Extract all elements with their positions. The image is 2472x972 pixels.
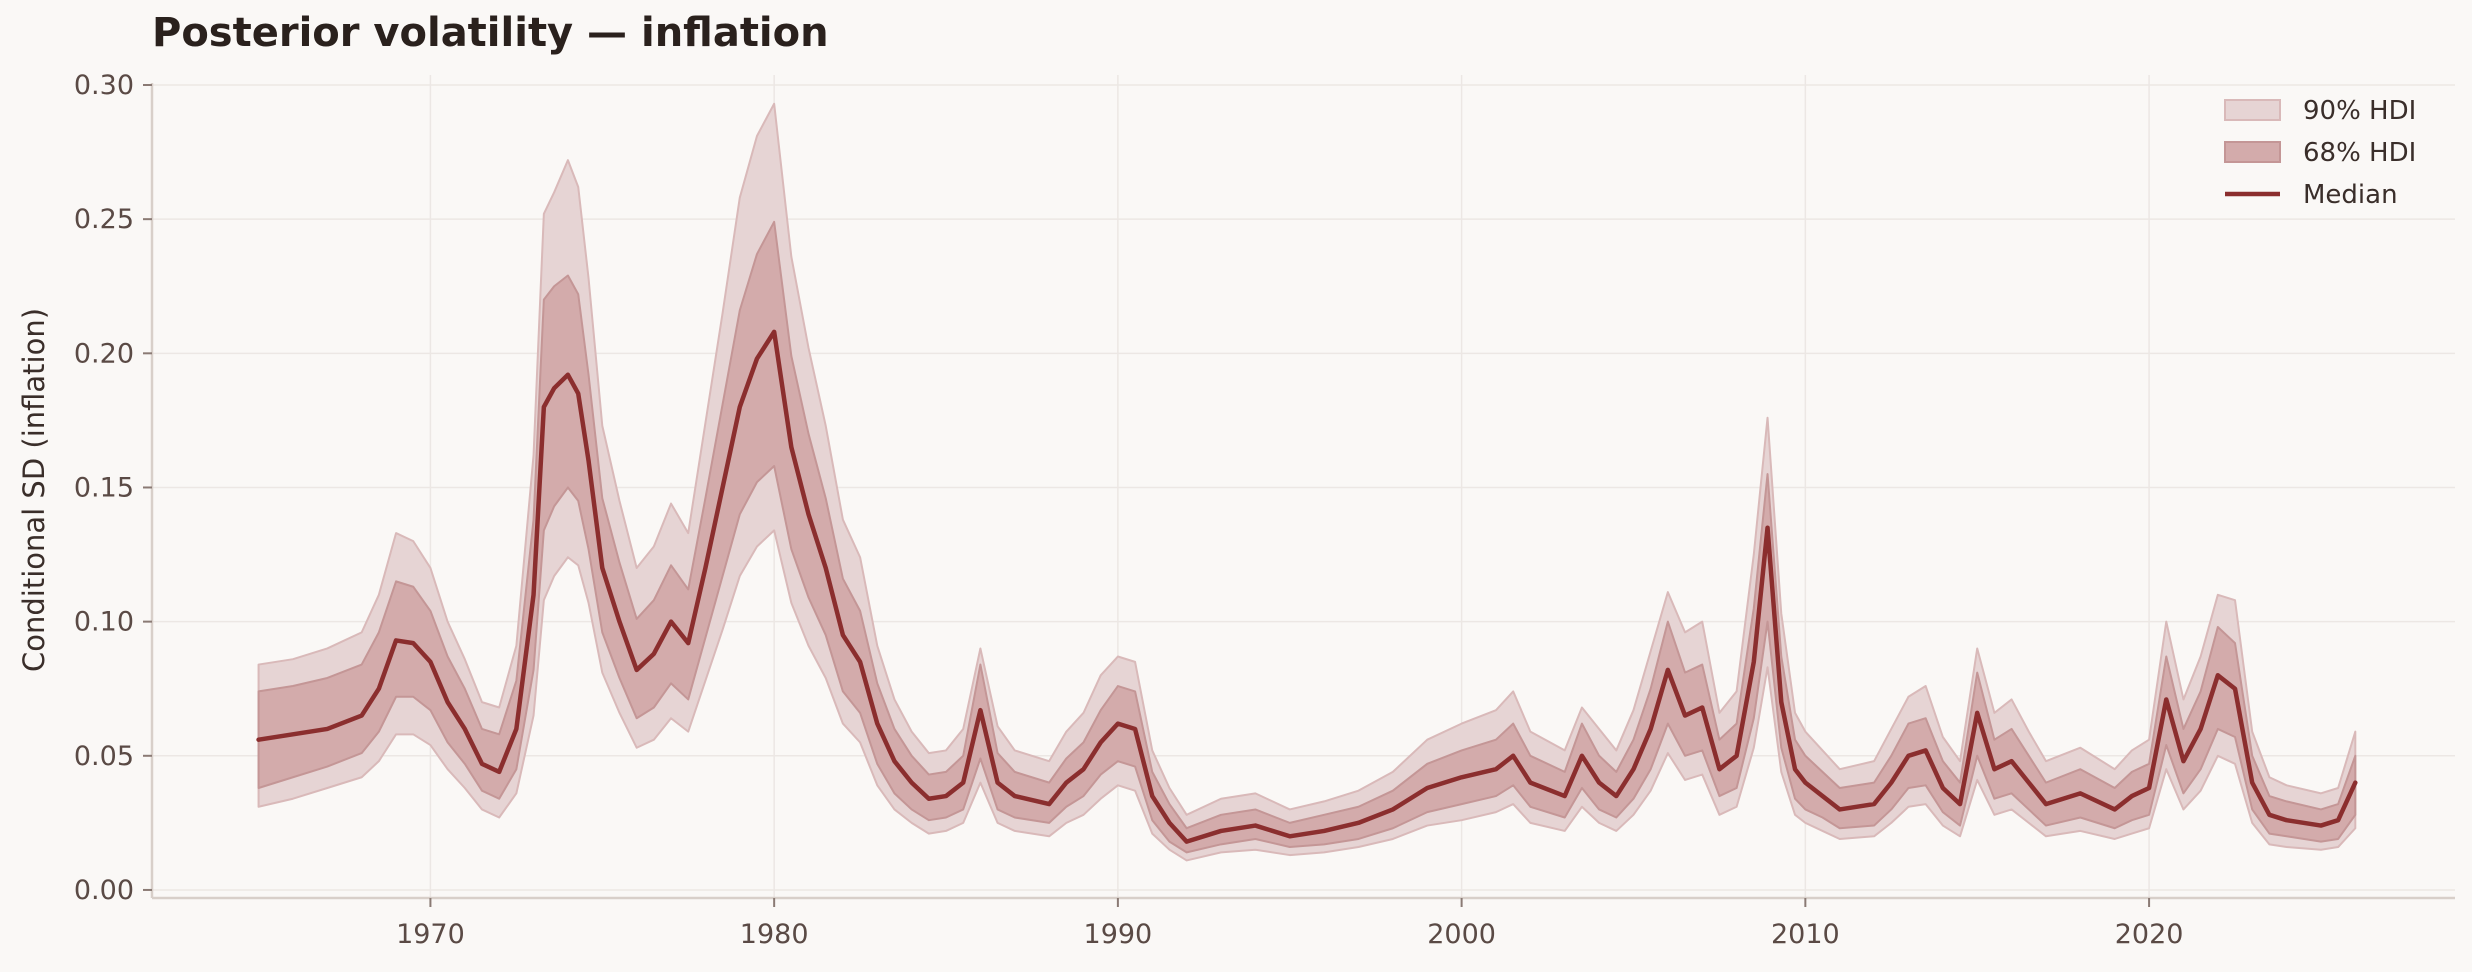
y-tick-label: 0.30 — [74, 70, 134, 101]
y-axis-title: Conditional SD (inflation) — [17, 308, 51, 672]
ticks-layer: 0.00 0.05 0.10 0.15 0.20 0.25 0.30 1970 1980 1990… — [74, 70, 2184, 950]
legend-label: 68% HDI — [2303, 138, 2416, 168]
y-tick-label: 0.20 — [74, 338, 134, 369]
y-tick-label: 0.05 — [74, 741, 134, 772]
y-tick-label: 0.25 — [74, 204, 134, 235]
legend: 90% HDI 68% HDI Median — [2224, 96, 2416, 210]
y-tick-label: 0.15 — [74, 472, 134, 503]
y-tick-label: 0.00 — [74, 875, 134, 906]
median-line — [256, 329, 2358, 844]
legend-label: 90% HDI — [2303, 96, 2416, 126]
x-tick-label: 2020 — [2115, 919, 2184, 950]
y-tick-label: 0.10 — [74, 607, 134, 638]
x-tick-label: 1990 — [1084, 919, 1153, 950]
legend-swatch-hdi90 — [2224, 99, 2281, 121]
x-tick-label: 1980 — [740, 919, 809, 950]
legend-swatch-hdi68 — [2224, 141, 2281, 163]
x-tick-label: 2010 — [1771, 919, 1840, 950]
median-line-layer — [256, 329, 2358, 844]
legend-label: Median — [2303, 180, 2398, 210]
x-tick-label: 1970 — [396, 919, 465, 950]
chart-title: Posterior volatility — inflation — [152, 10, 829, 56]
x-tick-label: 2000 — [1427, 919, 1496, 950]
